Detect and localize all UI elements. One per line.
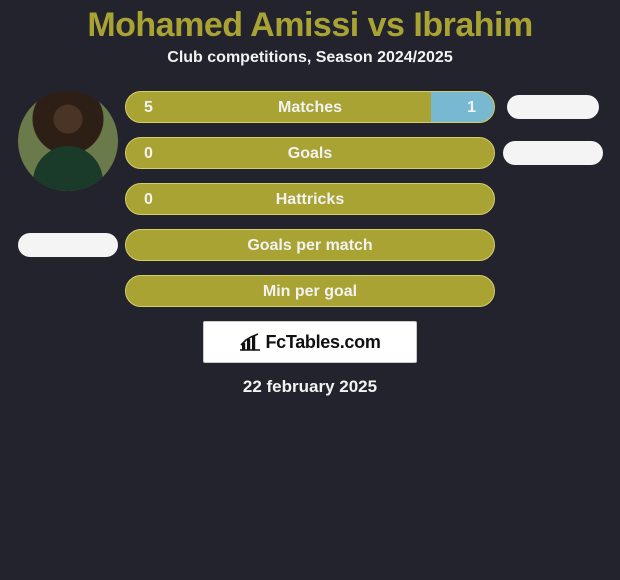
stat-row: Matches5 1	[0, 91, 620, 123]
stat-value-right: 1	[467, 92, 476, 123]
brand-badge: FcTables.com	[203, 321, 417, 363]
bar-chart-icon	[239, 333, 261, 351]
stat-bar: Goals0	[125, 137, 495, 169]
left-side-cell	[10, 233, 125, 257]
right-side-cell	[495, 95, 610, 119]
stat-label: Matches	[126, 92, 494, 123]
stat-value-left: 0	[144, 184, 153, 215]
left-side-cell	[10, 91, 125, 123]
right-side-cell	[495, 141, 610, 165]
page-title: Mohamed Amissi vs Ibrahim	[0, 0, 620, 49]
stat-label: Min per goal	[126, 276, 494, 307]
stat-label: Goals	[126, 138, 494, 169]
stat-bar: Min per goal	[125, 275, 495, 307]
player-name-pill	[503, 141, 603, 165]
player-name-pill	[18, 233, 118, 257]
player-name-pill	[507, 95, 599, 119]
stat-label: Hattricks	[126, 184, 494, 215]
stat-row: Min per goal	[0, 275, 620, 307]
stat-label: Goals per match	[126, 230, 494, 261]
brand-text: FcTables.com	[265, 332, 380, 353]
stat-bar: Goals per match	[125, 229, 495, 261]
stat-bar: Matches5 1	[125, 91, 495, 123]
stat-row: Goals per match	[0, 229, 620, 261]
footer-date: 22 february 2025	[0, 377, 620, 397]
player-avatar	[18, 91, 118, 191]
stat-bar: Hattricks0	[125, 183, 495, 215]
page-subtitle: Club competitions, Season 2024/2025	[0, 49, 620, 91]
stat-value-left: 0	[144, 138, 153, 169]
stat-value-left: 5	[144, 92, 153, 123]
